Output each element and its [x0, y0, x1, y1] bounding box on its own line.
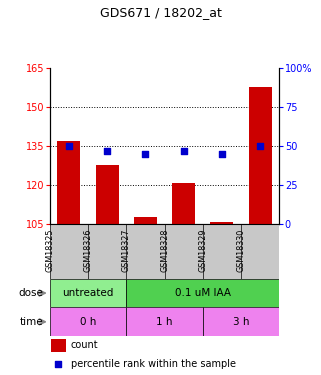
Point: [143, 151, 148, 157]
Point: [66, 143, 72, 149]
Point: [181, 148, 186, 154]
Bar: [126, 308, 203, 336]
Bar: [211, 222, 233, 224]
Bar: [203, 308, 279, 336]
Text: dose: dose: [19, 288, 43, 298]
Bar: [172, 183, 195, 224]
Text: 1 h: 1 h: [156, 317, 173, 327]
Bar: [57, 141, 80, 224]
Text: count: count: [71, 340, 98, 350]
Text: GSM18327: GSM18327: [122, 229, 131, 272]
Text: 0.1 uM IAA: 0.1 uM IAA: [175, 288, 231, 298]
Text: untreated: untreated: [62, 288, 114, 298]
Bar: [126, 279, 279, 308]
Text: 0 h: 0 h: [80, 317, 96, 327]
Point: [219, 151, 224, 157]
Text: GSM18330: GSM18330: [237, 229, 246, 272]
Text: GSM18329: GSM18329: [198, 229, 207, 272]
Bar: [50, 279, 126, 308]
Text: GSM18325: GSM18325: [45, 229, 54, 272]
Text: percentile rank within the sample: percentile rank within the sample: [71, 358, 236, 369]
Text: time: time: [20, 317, 43, 327]
Text: GSM18328: GSM18328: [160, 229, 169, 272]
Point: [105, 148, 110, 154]
Bar: [134, 216, 157, 224]
Bar: [51, 339, 66, 352]
Point: [257, 143, 263, 149]
Bar: [50, 224, 279, 279]
Text: 3 h: 3 h: [233, 317, 249, 327]
Bar: [96, 165, 118, 224]
Text: GSM18326: GSM18326: [83, 229, 92, 272]
Bar: [249, 87, 272, 224]
Point: [56, 360, 61, 366]
Text: GDS671 / 18202_at: GDS671 / 18202_at: [100, 6, 221, 19]
Bar: [50, 308, 126, 336]
